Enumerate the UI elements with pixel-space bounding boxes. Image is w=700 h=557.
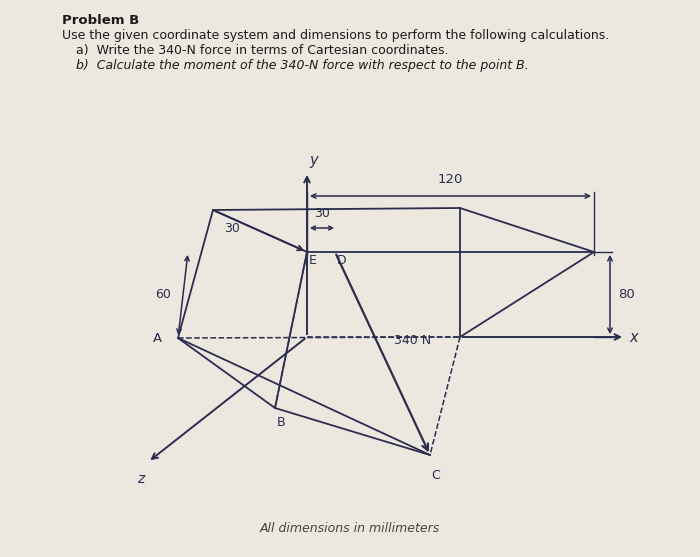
Text: E: E [309,254,317,267]
Text: x: x [629,330,638,344]
Text: y: y [309,153,318,168]
Text: 60: 60 [155,287,171,300]
Text: C: C [431,469,440,482]
Text: 30: 30 [314,207,330,220]
Text: a)  Write the 340-N force in terms of Cartesian coordinates.: a) Write the 340-N force in terms of Car… [76,44,449,57]
Text: z: z [136,472,144,486]
Text: 80: 80 [618,287,635,300]
Text: 30: 30 [224,222,240,234]
Text: All dimensions in millimeters: All dimensions in millimeters [260,522,440,535]
Text: D: D [337,254,346,267]
Text: Use the given coordinate system and dimensions to perform the following calculat: Use the given coordinate system and dime… [62,29,609,42]
Text: 120: 120 [438,173,463,186]
Text: B: B [277,416,286,429]
Text: A: A [153,331,162,344]
Text: Problem B: Problem B [62,14,139,27]
Text: b)  Calculate the moment of the 340-N force with respect to the point B.: b) Calculate the moment of the 340-N for… [76,59,528,72]
Text: 340 N: 340 N [395,334,432,346]
